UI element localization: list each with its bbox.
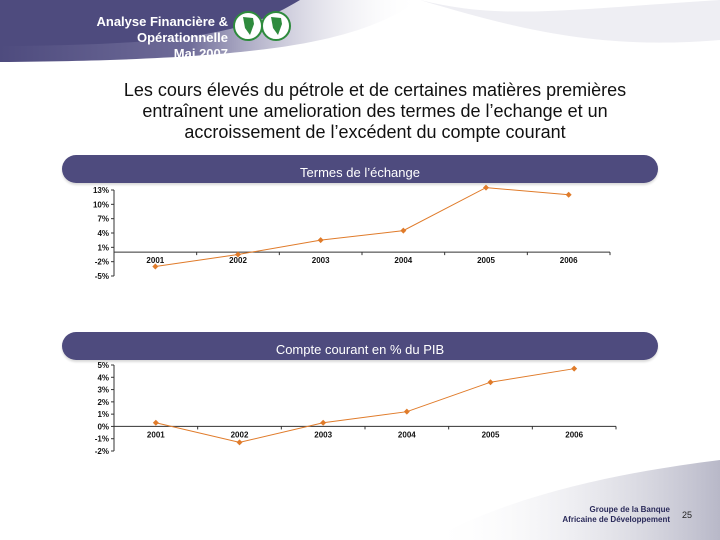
footer-org: Groupe de la Banque Africaine de Dévelop…: [562, 505, 670, 525]
x-tick-label: 2003: [314, 430, 332, 439]
report-header-line2: Mai 2007: [173, 46, 228, 61]
x-tick-label: 2006: [560, 256, 578, 265]
y-tick-label: 1%: [97, 410, 109, 419]
x-tick-label: 2005: [477, 256, 495, 265]
chart-1-svg: 13% 10% 7% 4% 1% -2% -5% 2001 2002 2003 2004 2005 20…: [93, 184, 611, 281]
y-tick-label: 4%: [97, 373, 109, 382]
data-point: [317, 237, 324, 244]
data-point: [235, 251, 241, 258]
data-point: [152, 263, 159, 270]
x-tick-label: 2004: [394, 256, 412, 265]
y-tick-label: 2%: [97, 398, 109, 407]
page-number: 25: [682, 510, 693, 520]
data-point: [483, 184, 489, 191]
x-tick-label: 2001: [147, 430, 165, 439]
y-tick-label: -1%: [95, 435, 109, 444]
slide-title-line2: entraînent une amelioration des termes d…: [142, 101, 608, 121]
afdb-logo: [233, 11, 291, 41]
series-line: [155, 368, 575, 443]
y-tick-label: 3%: [97, 386, 109, 395]
y-tick-label: 4%: [97, 229, 109, 238]
data-point: [236, 439, 243, 446]
chart-current-account: 5% 4% 3% 2% 1% 0% -1% -2% 2001 2002 2003 2004 2005 20…: [80, 360, 620, 458]
x-tick-label: 2002: [231, 430, 249, 439]
x-tick-label: 2006: [565, 430, 583, 439]
y-tick-label: 13%: [93, 186, 109, 195]
y-tick-label: 5%: [97, 361, 109, 370]
slide-title: Les cours élevés du pétrole et de certai…: [60, 80, 690, 143]
y-tick-label: -2%: [95, 258, 109, 267]
y-tick-label: 0%: [97, 422, 109, 431]
chart-2-title-band: Compte courant en % du PIB: [62, 332, 658, 360]
data-point: [152, 419, 159, 426]
data-point: [487, 379, 494, 386]
footer-org-line1: Groupe de la Banque: [589, 505, 670, 514]
slide-title-line3: accroissement de l’excédent du compte co…: [184, 122, 566, 142]
x-tick-label: 2004: [398, 430, 416, 439]
x-tick-label: 2003: [312, 256, 330, 265]
data-point: [565, 191, 572, 198]
y-tick-label: -5%: [95, 272, 109, 281]
report-header-line1: Analyse Financière & Opérationnelle: [96, 14, 229, 45]
chart-1-title-band: Termes de l’échange: [62, 155, 658, 183]
x-tick-label: 2001: [146, 256, 164, 265]
data-point: [400, 227, 407, 234]
data-point: [403, 408, 410, 415]
x-tick-label: 2002: [229, 256, 247, 265]
chart-1-title: Termes de l’échange: [300, 165, 420, 180]
report-header: Analyse Financière & Opérationnelle Mai …: [18, 14, 229, 62]
y-tick-label: 10%: [93, 200, 109, 209]
chart-2-svg: 5% 4% 3% 2% 1% 0% -1% -2% 2001 2002 2003 2004 2005 20…: [95, 361, 617, 456]
y-tick-label: 7%: [97, 215, 109, 224]
x-tick-label: 2005: [482, 430, 500, 439]
footer-org-line2: Africaine de Développement: [562, 515, 670, 524]
data-point: [571, 365, 578, 372]
y-tick-label: -2%: [95, 447, 109, 456]
slide-title-line1: Les cours élevés du pétrole et de certai…: [123, 80, 627, 100]
chart-2-title: Compte courant en % du PIB: [275, 342, 445, 357]
data-point: [320, 419, 327, 426]
chart-terms-of-trade: 13% 10% 7% 4% 1% -2% -5% 2001 2002 2003 2004 2005 20…: [80, 184, 620, 284]
series-line: [155, 187, 569, 267]
y-tick-label: 1%: [97, 243, 109, 252]
